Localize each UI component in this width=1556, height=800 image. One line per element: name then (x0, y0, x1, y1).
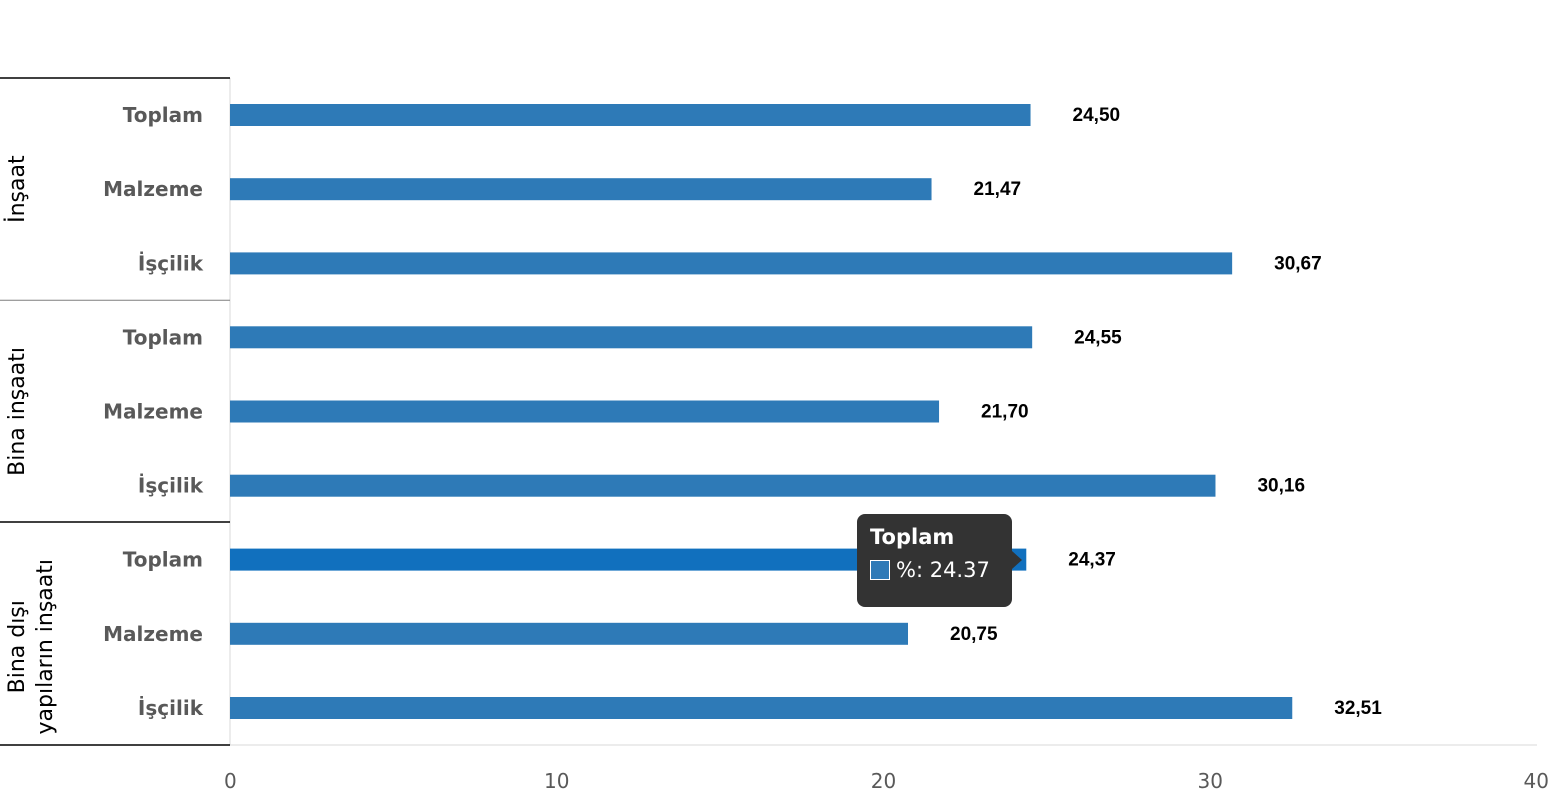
bar (230, 104, 1031, 126)
group-label: Bina dışı yapıların inşaatı (5, 559, 58, 734)
data-label: 30,16 (1257, 476, 1305, 497)
tooltip-swatch (870, 560, 890, 580)
tooltip-title: Toplam (870, 525, 955, 549)
bar (230, 697, 1293, 719)
category-label: Malzeme (103, 400, 203, 424)
category-label: Toplam (123, 103, 203, 127)
data-label: 24,55 (1074, 327, 1122, 348)
data-label: 21,70 (981, 402, 1029, 423)
x-tick-label: 0 (224, 769, 237, 793)
bar (230, 252, 1233, 275)
bar (230, 622, 909, 645)
data-label: 24,50 (1073, 105, 1121, 126)
data-label: 21,47 (974, 179, 1022, 200)
category-label: Toplam (123, 548, 203, 572)
category-label: Malzeme (103, 177, 203, 201)
category-label: İşçilik (138, 696, 204, 720)
tooltip-value: %: 24.37 (896, 558, 990, 582)
tooltip-row: %: 24.37 (870, 558, 999, 582)
bar (230, 326, 1033, 349)
bar (230, 474, 1216, 497)
group-label: Bina inşaatı (5, 347, 30, 476)
data-label: 32,51 (1334, 698, 1382, 719)
data-label: 30,67 (1274, 253, 1322, 274)
data-label: 20,75 (950, 624, 998, 645)
category-label: Toplam (123, 325, 203, 349)
bar (230, 400, 940, 423)
x-tick-label: 10 (544, 769, 569, 793)
group-label-line: Bina dışı (5, 600, 30, 693)
data-label: 24,37 (1068, 550, 1116, 571)
category-label: İşçilik (138, 251, 204, 275)
category-label: İşçilik (138, 474, 204, 498)
bar (230, 548, 1027, 571)
group-label-line: yapıların inşaatı (33, 559, 58, 734)
category-label: Malzeme (103, 622, 203, 646)
x-tick-label: 20 (871, 769, 896, 793)
group-label: İnşaat (4, 155, 30, 223)
x-tick-label: 40 (1524, 769, 1549, 793)
x-tick-label: 30 (1198, 769, 1223, 793)
tooltip: Toplam %: 24.37 (857, 514, 1022, 607)
bar (230, 178, 932, 201)
